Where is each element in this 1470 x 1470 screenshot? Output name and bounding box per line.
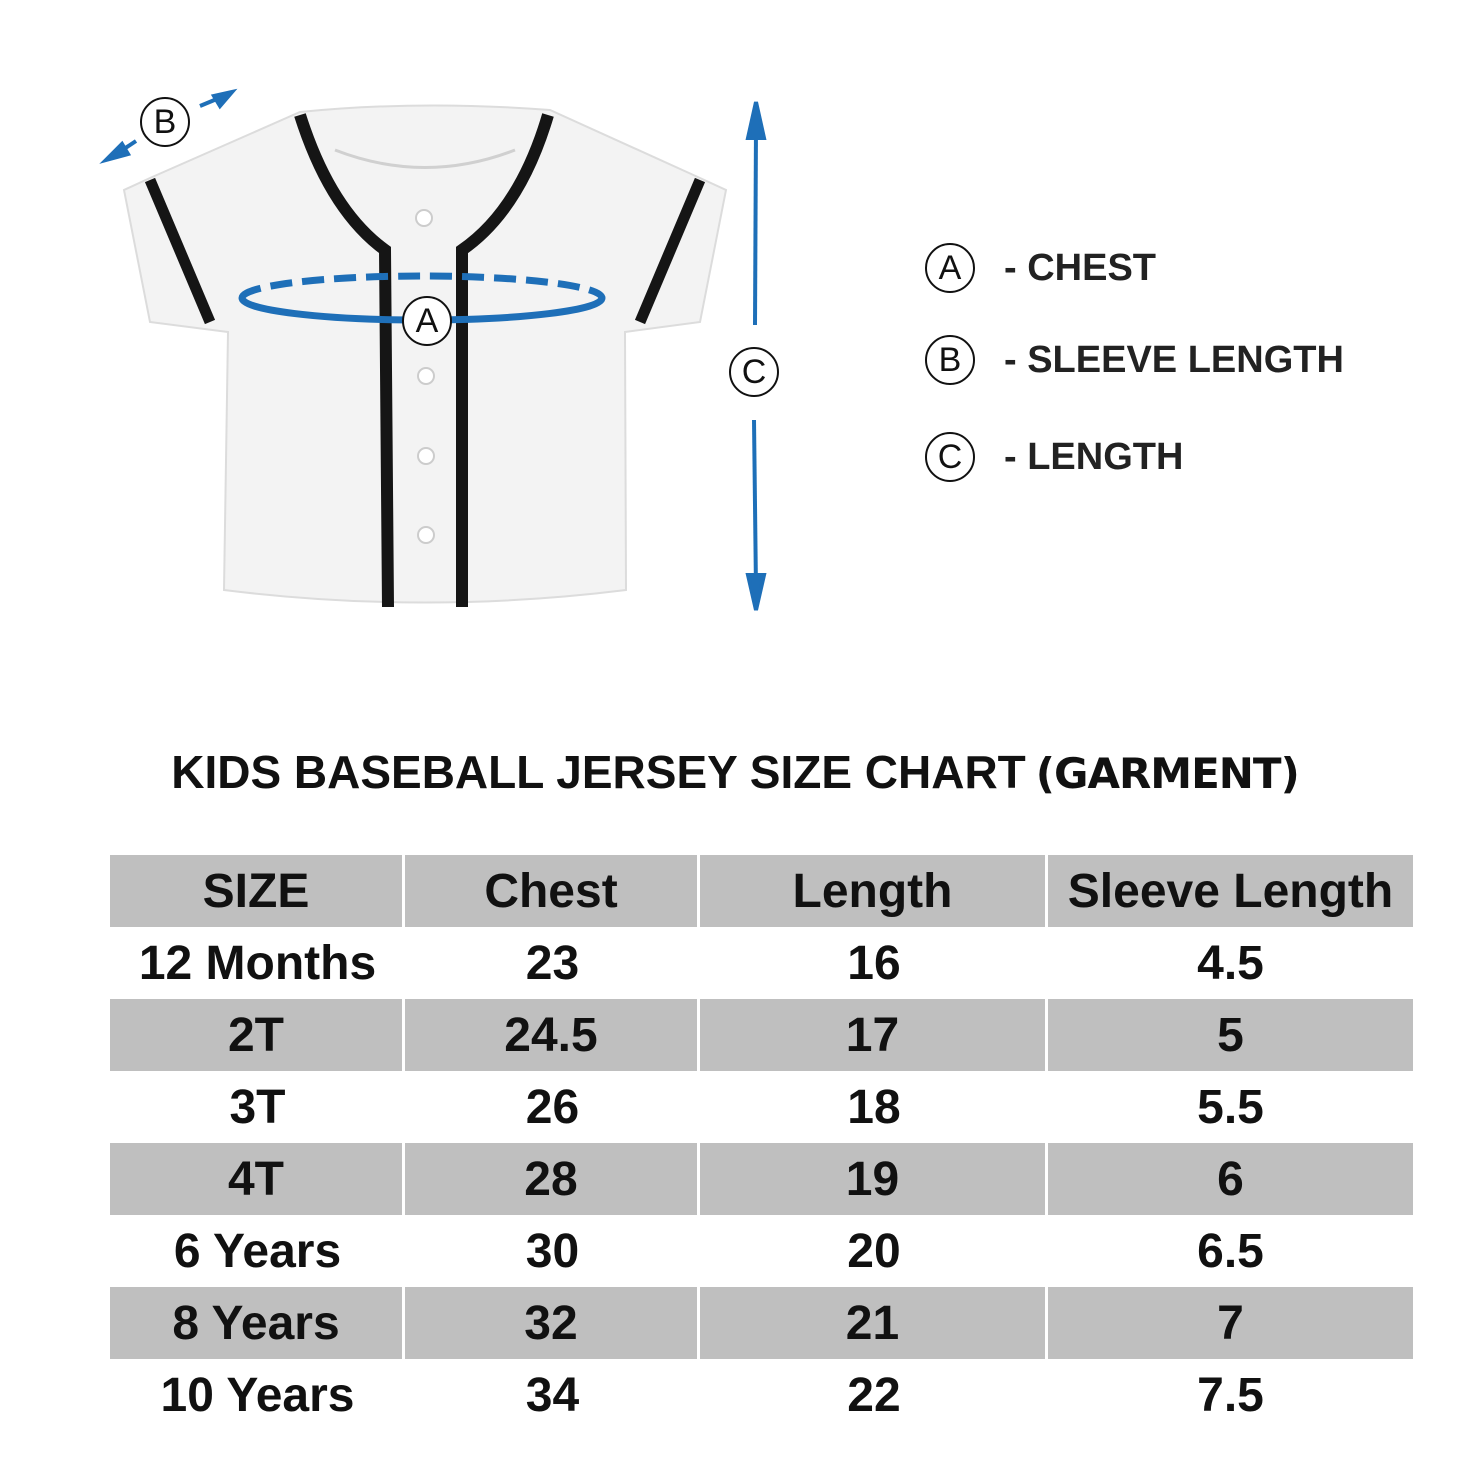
table-cell: 2T bbox=[110, 999, 405, 1071]
table-cell: 3T bbox=[229, 1080, 286, 1134]
table-cell: 7.5 bbox=[1197, 1368, 1264, 1422]
table-row: 10 Years 34 22 7.5 bbox=[110, 1359, 1413, 1431]
table-cell: 20 bbox=[847, 1224, 901, 1278]
marker-circle bbox=[925, 335, 975, 385]
table-cell: 30 bbox=[525, 1224, 580, 1278]
legend-marker: C bbox=[938, 438, 963, 476]
table-row: 8 Years 32 21 7 bbox=[110, 1287, 1413, 1359]
marker-circle bbox=[925, 432, 975, 482]
legend-label: - CHEST bbox=[1004, 247, 1156, 289]
size-table: SIZE Chest Length Sleeve Length 12 Months 23 1… bbox=[110, 855, 1413, 1431]
table-cell: 26 bbox=[525, 1080, 580, 1134]
sleeve-trim bbox=[144, 177, 216, 325]
header-cell: Chest bbox=[405, 855, 700, 927]
table-cell: 4T bbox=[110, 1143, 405, 1215]
title: KIDS BASEBALL JERSEY SIZE CHART (GARMENT) bbox=[0, 745, 1470, 799]
placket-trim bbox=[456, 113, 554, 607]
table-cell: 6 Years bbox=[173, 1224, 342, 1278]
header-cell: SIZE bbox=[110, 855, 405, 927]
marker-circle bbox=[140, 97, 190, 147]
table-cell: 21 bbox=[700, 1287, 1048, 1359]
header-cell: Sleeve Length bbox=[1048, 855, 1413, 927]
table-cell: 19 bbox=[700, 1143, 1048, 1215]
header-row: SIZE Chest Length Sleeve Length bbox=[110, 855, 1413, 927]
jersey bbox=[122, 104, 728, 604]
title-text: KIDS BASEBALL JERSEY SIZE CHART bbox=[171, 746, 1026, 798]
table-cell: 12 Months bbox=[138, 936, 377, 990]
table-cell: 17 bbox=[700, 999, 1048, 1071]
placket-trim bbox=[294, 113, 394, 608]
legend-label: - SLEEVE LENGTH bbox=[1004, 339, 1344, 381]
sleeve-trim bbox=[634, 177, 706, 325]
table-cell: 32 bbox=[405, 1287, 700, 1359]
subtitle: (GARMENT) bbox=[1035, 749, 1300, 798]
marker-circle bbox=[402, 296, 452, 346]
buttons bbox=[415, 209, 435, 544]
header-cell: Length bbox=[700, 855, 1048, 927]
marker-circle bbox=[729, 347, 779, 397]
table-cell: 10 Years bbox=[160, 1368, 355, 1422]
table-row: 6 Years 30 20 6.5 bbox=[110, 1215, 1413, 1287]
table-cell: 24.5 bbox=[405, 999, 700, 1071]
table-row: 12 Months 23 16 4.5 bbox=[110, 927, 1413, 999]
table-cell: 28 bbox=[405, 1143, 700, 1215]
table-cell: 6.5 bbox=[1197, 1224, 1264, 1278]
table-row: 3T 26 18 5.5 bbox=[110, 1071, 1413, 1143]
diagram: A B C A - CHEST B - SLEEVE LENGTH C - LENGTH bbox=[99, 88, 1344, 611]
legend-marker: A bbox=[939, 249, 962, 287]
table-cell: 18 bbox=[847, 1080, 901, 1134]
marker-circle bbox=[925, 243, 975, 293]
sleeve-arrow bbox=[99, 88, 238, 164]
table-row: 4T 28 19 6 bbox=[110, 1143, 1413, 1215]
table-cell: 16 bbox=[847, 936, 901, 990]
chest-marker: A bbox=[416, 302, 439, 340]
length-marker: C bbox=[742, 353, 767, 391]
table-cell: 4.5 bbox=[1197, 936, 1264, 990]
table-cell: 7 bbox=[1048, 1287, 1413, 1359]
sleeve-marker: B bbox=[154, 103, 177, 141]
collar bbox=[334, 148, 516, 169]
table-cell: 8 Years bbox=[110, 1287, 405, 1359]
table-cell: 34 bbox=[525, 1368, 580, 1422]
table-cell: 5 bbox=[1048, 999, 1413, 1071]
table-cell: 6 bbox=[1048, 1143, 1413, 1215]
legend-marker: B bbox=[939, 341, 962, 379]
length-arrow bbox=[745, 101, 767, 611]
legend-label: - LENGTH bbox=[1004, 436, 1183, 478]
table-row: 2T 24.5 17 5 bbox=[110, 999, 1413, 1071]
table-cell: 5.5 bbox=[1197, 1080, 1264, 1134]
legend: A - CHEST B - SLEEVE LENGTH C - LENGTH bbox=[925, 243, 1344, 482]
table-cell: 22 bbox=[847, 1368, 901, 1422]
table-cell: 23 bbox=[525, 936, 580, 990]
